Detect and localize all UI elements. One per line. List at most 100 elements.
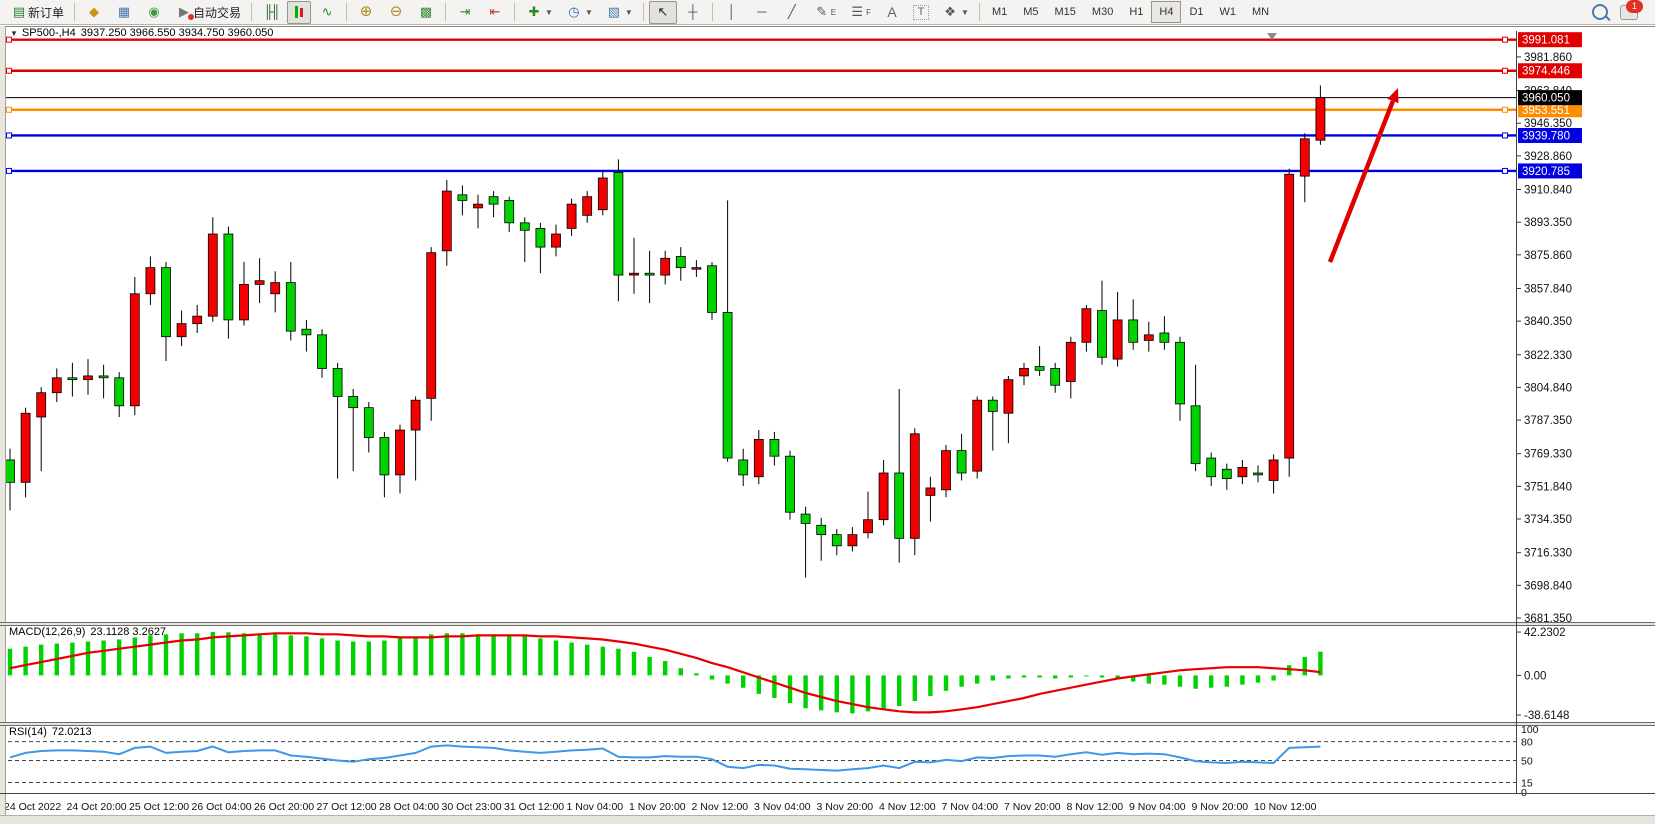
templates-button[interactable]: ▧ ▼ xyxy=(600,1,638,24)
candlestick[interactable] xyxy=(207,233,218,317)
candlestick[interactable] xyxy=(1019,368,1029,377)
trendline-handle[interactable] xyxy=(6,106,12,113)
candlestick[interactable] xyxy=(395,429,405,476)
candlestick[interactable] xyxy=(551,233,561,248)
candlestick[interactable] xyxy=(83,375,93,381)
trendline-handle[interactable] xyxy=(1502,36,1508,43)
date-axis-label[interactable]: 9 Nov 20:00 xyxy=(1192,801,1249,813)
date-axis-label[interactable]: 26 Oct 04:00 xyxy=(192,801,252,813)
auto-scroll-button[interactable]: ⇥ xyxy=(451,1,479,24)
text-label-button[interactable]: T xyxy=(908,1,934,24)
candlestick[interactable] xyxy=(473,203,483,209)
date-axis-label[interactable]: 7 Nov 04:00 xyxy=(942,801,999,813)
panel-separator-macd-rsi[interactable] xyxy=(0,722,1655,726)
date-axis-label[interactable]: 9 Nov 04:00 xyxy=(1129,801,1186,813)
candlestick[interactable] xyxy=(707,265,717,313)
candlestick[interactable] xyxy=(223,233,234,321)
trendline-handle[interactable] xyxy=(1502,167,1508,174)
candlestick[interactable] xyxy=(1034,366,1045,371)
candlestick[interactable] xyxy=(1237,467,1248,478)
line-chart-button[interactable]: ∿ xyxy=(313,1,341,24)
date-axis-label[interactable]: 1 Nov 04:00 xyxy=(567,801,624,813)
tile-windows-button[interactable]: ▩ xyxy=(412,1,440,24)
candlestick[interactable] xyxy=(363,407,374,438)
panel-separator-main-macd[interactable] xyxy=(0,622,1655,626)
candlestick[interactable] xyxy=(129,293,140,407)
date-axis-label[interactable]: 25 Oct 12:00 xyxy=(129,801,189,813)
candlestick[interactable] xyxy=(285,282,296,332)
candlestick[interactable] xyxy=(769,438,780,457)
date-axis-label[interactable]: 1 Nov 20:00 xyxy=(629,801,686,813)
candlestick[interactable] xyxy=(1112,319,1123,360)
candlestick[interactable] xyxy=(5,459,15,483)
chart-shift-button[interactable]: ⇤ xyxy=(481,1,509,24)
candlestick[interactable] xyxy=(1050,368,1061,386)
zoom-out-button[interactable]: ⊖ xyxy=(382,1,410,24)
trendline-button[interactable]: ╱ xyxy=(778,1,806,24)
trend-arrow-head[interactable] xyxy=(1387,88,1399,104)
candlestick[interactable] xyxy=(176,323,187,338)
channel-button[interactable]: ✎ E xyxy=(808,1,841,24)
candlestick[interactable] xyxy=(426,252,437,399)
candlestick[interactable] xyxy=(457,194,468,201)
date-axis-label[interactable]: 28 Oct 04:00 xyxy=(379,801,439,813)
candlestick[interactable] xyxy=(566,203,577,229)
candlestick[interactable] xyxy=(1221,468,1232,480)
candlestick[interactable] xyxy=(597,177,608,211)
candlestick[interactable] xyxy=(20,412,31,483)
indicators-button[interactable]: ✚ ▼ xyxy=(520,1,558,24)
candlestick[interactable] xyxy=(925,487,936,496)
candlestick[interactable] xyxy=(192,315,203,325)
candlestick[interactable] xyxy=(270,282,281,295)
candlestick[interactable] xyxy=(98,375,109,379)
trend-arrow[interactable] xyxy=(1327,100,1395,263)
date-axis-label[interactable]: 10 Nov 12:00 xyxy=(1254,801,1317,813)
candlestick[interactable] xyxy=(67,377,78,381)
candlestick[interactable] xyxy=(753,438,764,478)
candlestick[interactable] xyxy=(488,196,499,205)
candlestick[interactable] xyxy=(660,257,671,276)
candlestick[interactable] xyxy=(956,450,967,474)
timeframe-m5[interactable]: M5 xyxy=(1023,6,1039,18)
date-axis-label[interactable]: 8 Nov 12:00 xyxy=(1067,801,1124,813)
candlestick[interactable] xyxy=(317,334,327,369)
text-button[interactable]: A xyxy=(878,1,906,24)
candlestick[interactable] xyxy=(816,524,827,536)
candlestick[interactable] xyxy=(1190,405,1201,465)
candlestick[interactable] xyxy=(145,267,156,295)
data-window-button[interactable]: ▦ xyxy=(110,1,138,24)
candlestick[interactable] xyxy=(332,368,343,397)
timeframe-m15[interactable]: M15 xyxy=(1054,6,1076,18)
date-axis-label[interactable]: 7 Nov 20:00 xyxy=(1004,801,1061,813)
horizontal-line-button[interactable]: ─ xyxy=(748,1,776,24)
candlestick[interactable] xyxy=(1097,310,1107,358)
trendline-handle[interactable] xyxy=(6,36,12,43)
candlestick[interactable] xyxy=(535,228,546,248)
shapes-button[interactable]: ❖ ▼ xyxy=(936,1,974,24)
bar-chart-button[interactable]: ╟╢ xyxy=(257,1,285,24)
cursor-button[interactable]: ↖ xyxy=(648,0,677,24)
timeframe-d1[interactable]: D1 xyxy=(1189,6,1204,18)
candlestick[interactable] xyxy=(722,312,733,459)
date-axis-label[interactable]: 30 Oct 23:00 xyxy=(442,801,502,813)
timeframe-w1[interactable]: W1 xyxy=(1219,6,1237,18)
zoom-in-button[interactable]: ⊕ xyxy=(352,1,380,24)
candlestick[interactable] xyxy=(51,377,62,394)
candlestick[interactable] xyxy=(1143,334,1154,341)
date-axis-label[interactable]: 26 Oct 20:00 xyxy=(254,801,314,813)
trendline-handle[interactable] xyxy=(6,167,12,174)
candlestick[interactable] xyxy=(1128,319,1139,343)
navigator-button[interactable]: ◉ xyxy=(140,1,168,24)
timeframe-mn[interactable]: MN xyxy=(1252,6,1270,18)
candlestick[interactable] xyxy=(1284,173,1295,459)
candlestick[interactable] xyxy=(582,196,593,216)
vertical-line-button[interactable]: │ xyxy=(718,1,746,24)
candlestick[interactable] xyxy=(1003,379,1014,414)
candlestick[interactable] xyxy=(1268,459,1279,481)
candlestick[interactable] xyxy=(972,399,983,472)
new-order-button[interactable]: ▤ 新订单 xyxy=(5,1,69,24)
candlestick[interactable] xyxy=(161,267,171,338)
trendline-handle[interactable] xyxy=(6,132,12,139)
candlestick[interactable] xyxy=(644,272,655,276)
date-axis-label[interactable]: 2 Nov 12:00 xyxy=(692,801,749,813)
